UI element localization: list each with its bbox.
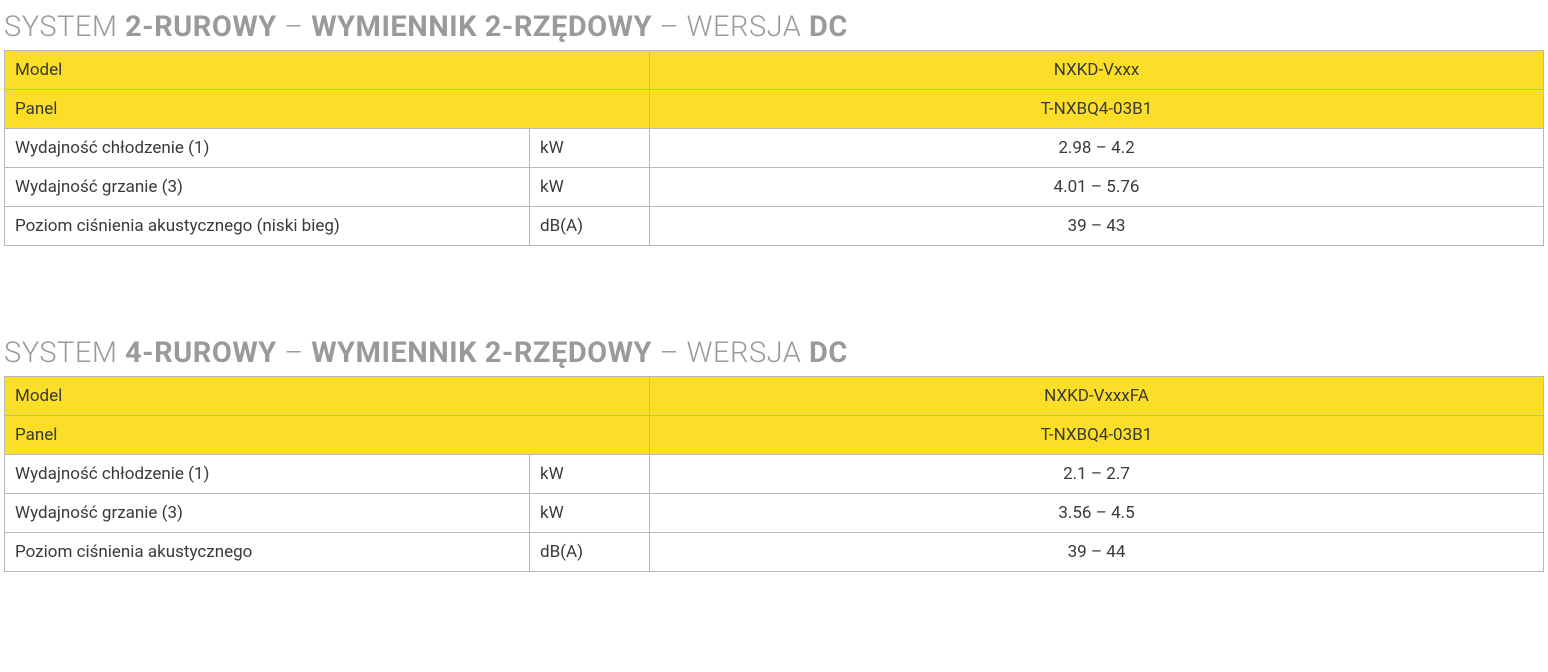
spec-section-2pipe: SYSTEM 2-RUROWY – WYMIENNIK 2-RZĘDOWY – …: [4, 10, 1544, 246]
table-row: Wydajność grzanie (3) kW 4.01 – 5.76: [5, 168, 1544, 207]
row-value: T-NXBQ4-03B1: [650, 416, 1544, 455]
table-row: Wydajność chłodzenie (1) kW 2.1 – 2.7: [5, 455, 1544, 494]
heading-part: SYSTEM: [4, 336, 125, 370]
row-label: Wydajność chłodzenie (1): [5, 455, 530, 494]
heading-part-bold: 4-RUROWY: [125, 336, 277, 370]
table-row: Poziom ciśnienia akustycznego (niski bie…: [5, 207, 1544, 246]
heading-part: – WERSJA: [652, 10, 809, 44]
heading-part: –: [277, 336, 312, 370]
section-heading: SYSTEM 4-RUROWY – WYMIENNIK 2-RZĘDOWY – …: [4, 336, 1544, 370]
row-value: 39 – 44: [650, 533, 1544, 572]
heading-part: – WERSJA: [652, 336, 809, 370]
section-heading: SYSTEM 2-RUROWY – WYMIENNIK 2-RZĘDOWY – …: [4, 10, 1544, 44]
spec-section-4pipe: SYSTEM 4-RUROWY – WYMIENNIK 2-RZĘDOWY – …: [4, 336, 1544, 572]
row-label: Panel: [5, 90, 650, 129]
row-label: Poziom ciśnienia akustycznego (niski bie…: [5, 207, 530, 246]
row-value: NXKD-Vxxx: [650, 51, 1544, 90]
spec-table: Model NXKD-Vxxx Panel T-NXBQ4-03B1 Wydaj…: [4, 50, 1544, 246]
row-label: Panel: [5, 416, 650, 455]
row-unit: kW: [530, 129, 650, 168]
heading-part: SYSTEM: [4, 10, 125, 44]
table-row: Wydajność chłodzenie (1) kW 2.98 – 4.2: [5, 129, 1544, 168]
heading-part-bold: 2-RUROWY: [125, 10, 277, 44]
heading-part-bold: WYMIENNIK 2-RZĘDOWY: [311, 336, 652, 370]
row-unit: kW: [530, 455, 650, 494]
table-row: Poziom ciśnienia akustycznego dB(A) 39 –…: [5, 533, 1544, 572]
row-label: Model: [5, 51, 650, 90]
row-value: 39 – 43: [650, 207, 1544, 246]
row-value: 2.1 – 2.7: [650, 455, 1544, 494]
heading-part: –: [277, 10, 312, 44]
row-label: Wydajność chłodzenie (1): [5, 129, 530, 168]
row-value: T-NXBQ4-03B1: [650, 90, 1544, 129]
row-value: 3.56 – 4.5: [650, 494, 1544, 533]
row-label: Wydajność grzanie (3): [5, 168, 530, 207]
heading-part-bold: WYMIENNIK 2-RZĘDOWY: [311, 10, 652, 44]
table-row: Wydajność grzanie (3) kW 3.56 – 4.5: [5, 494, 1544, 533]
row-label: Model: [5, 377, 650, 416]
row-unit: kW: [530, 168, 650, 207]
spec-table: Model NXKD-VxxxFA Panel T-NXBQ4-03B1 Wyd…: [4, 376, 1544, 572]
row-label: Poziom ciśnienia akustycznego: [5, 533, 530, 572]
table-row: Panel T-NXBQ4-03B1: [5, 90, 1544, 129]
table-row: Panel T-NXBQ4-03B1: [5, 416, 1544, 455]
row-label: Wydajność grzanie (3): [5, 494, 530, 533]
heading-part-bold: DC: [809, 336, 848, 370]
row-unit: dB(A): [530, 207, 650, 246]
row-unit: kW: [530, 494, 650, 533]
table-row: Model NXKD-VxxxFA: [5, 377, 1544, 416]
table-row: Model NXKD-Vxxx: [5, 51, 1544, 90]
row-unit: dB(A): [530, 533, 650, 572]
row-value: 4.01 – 5.76: [650, 168, 1544, 207]
row-value: 2.98 – 4.2: [650, 129, 1544, 168]
heading-part-bold: DC: [809, 10, 848, 44]
row-value: NXKD-VxxxFA: [650, 377, 1544, 416]
